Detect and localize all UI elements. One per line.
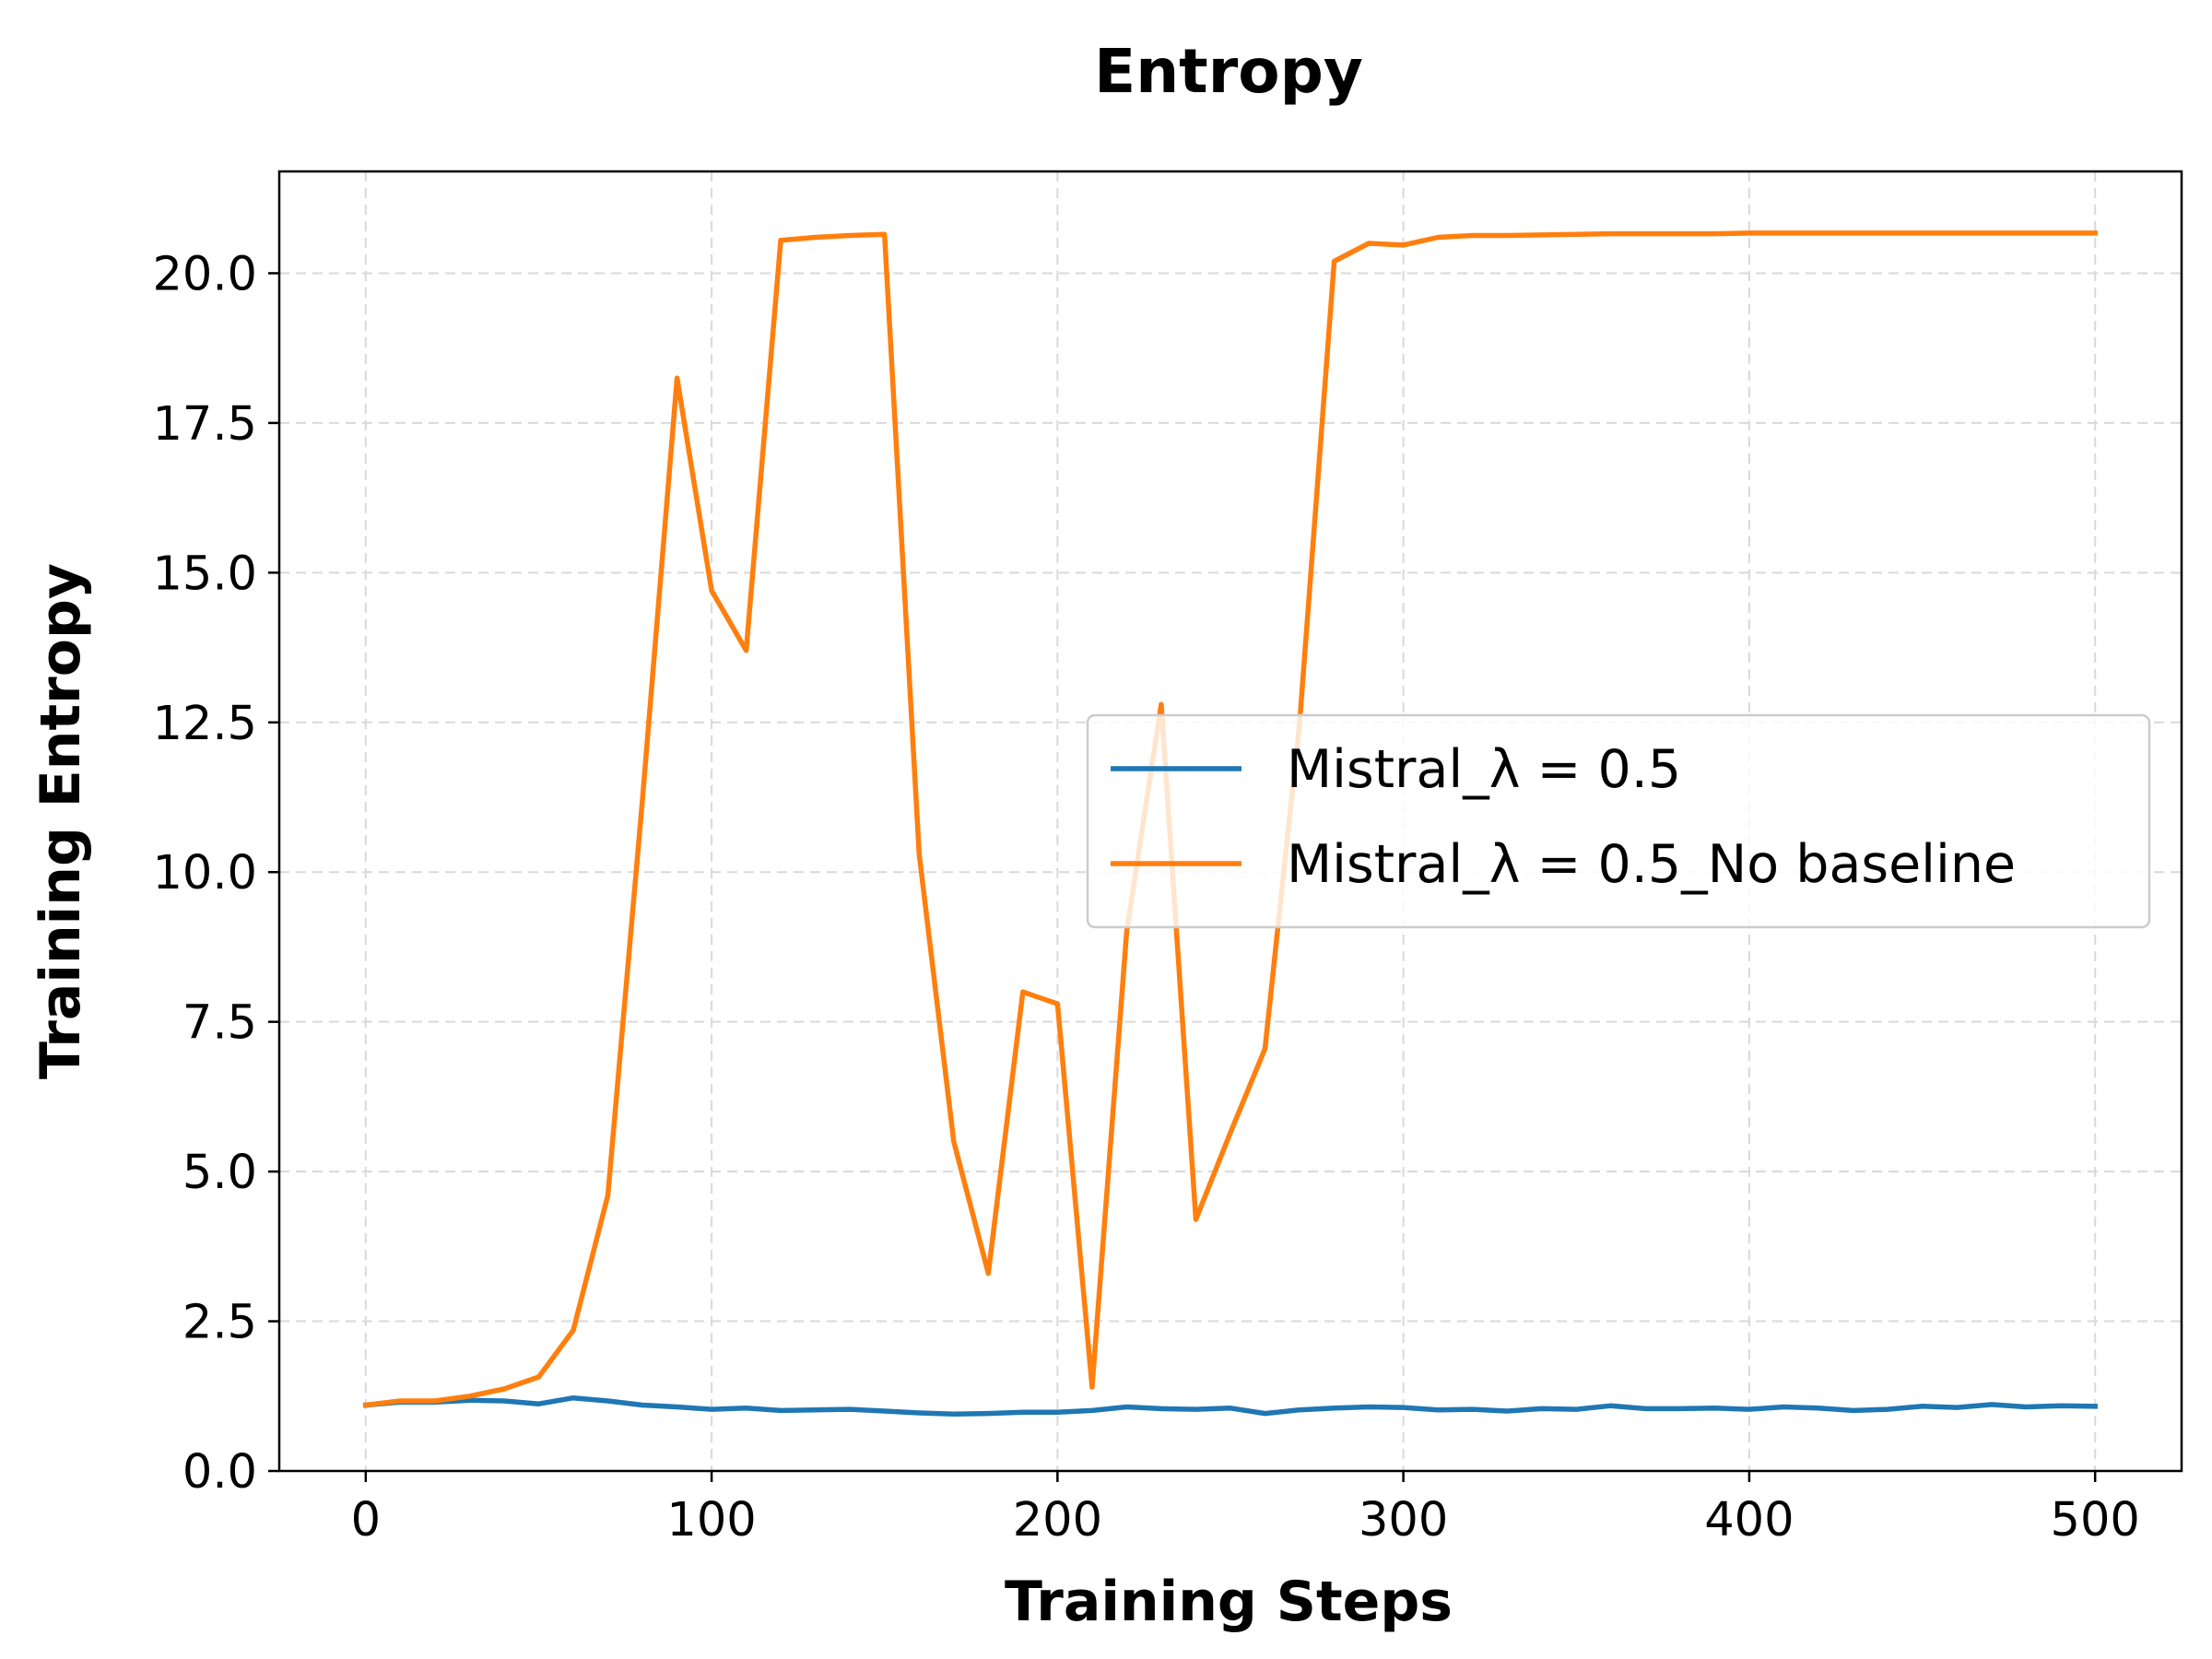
y-tick-label: 20.0 bbox=[152, 247, 257, 301]
plot-frame bbox=[277, 170, 2183, 1473]
legend-label-mistral: Mistral_λ = 0.5 bbox=[1287, 739, 1681, 800]
x-tick-label: 100 bbox=[666, 1493, 756, 1547]
y-tick-label: 17.5 bbox=[152, 397, 257, 452]
legend-label-no-baseline: Mistral_λ = 0.5_No baseline bbox=[1287, 834, 2016, 895]
y-tick-label: 15.0 bbox=[152, 547, 257, 601]
y-tick-label: 5.0 bbox=[182, 1146, 257, 1200]
x-tick-label: 200 bbox=[1013, 1493, 1102, 1547]
x-tick-label: 0 bbox=[351, 1493, 381, 1547]
x-axis-title: Training Steps bbox=[1005, 1570, 1453, 1634]
legend-box bbox=[1086, 713, 2151, 929]
chart-title: Entropy bbox=[1094, 36, 1363, 107]
y-tick-label: 7.5 bbox=[182, 996, 257, 1051]
y-tick-label: 2.5 bbox=[182, 1296, 257, 1350]
legend: Mistral_λ = 0.5 Mistral_λ = 0.5_No basel… bbox=[1086, 713, 2151, 929]
y-tick-label: 12.5 bbox=[152, 697, 257, 751]
y-axis-title: Training Entropy bbox=[29, 563, 93, 1079]
ticks: 0 100 200 300 400 500 0.0 2.5 5.0 7.5 10.0 12.5 15.0… bbox=[152, 247, 2139, 1547]
x-tick-label: 500 bbox=[2051, 1493, 2140, 1547]
series-line-mistral bbox=[362, 1394, 2098, 1418]
x-tick-label: 400 bbox=[1704, 1493, 1794, 1547]
series-line-no-baseline bbox=[362, 230, 2098, 1408]
series-layer bbox=[362, 230, 2098, 1418]
y-tick-label: 10.0 bbox=[152, 846, 257, 900]
x-tick-label: 300 bbox=[1359, 1493, 1448, 1547]
y-tick-label: 0.0 bbox=[182, 1445, 257, 1500]
